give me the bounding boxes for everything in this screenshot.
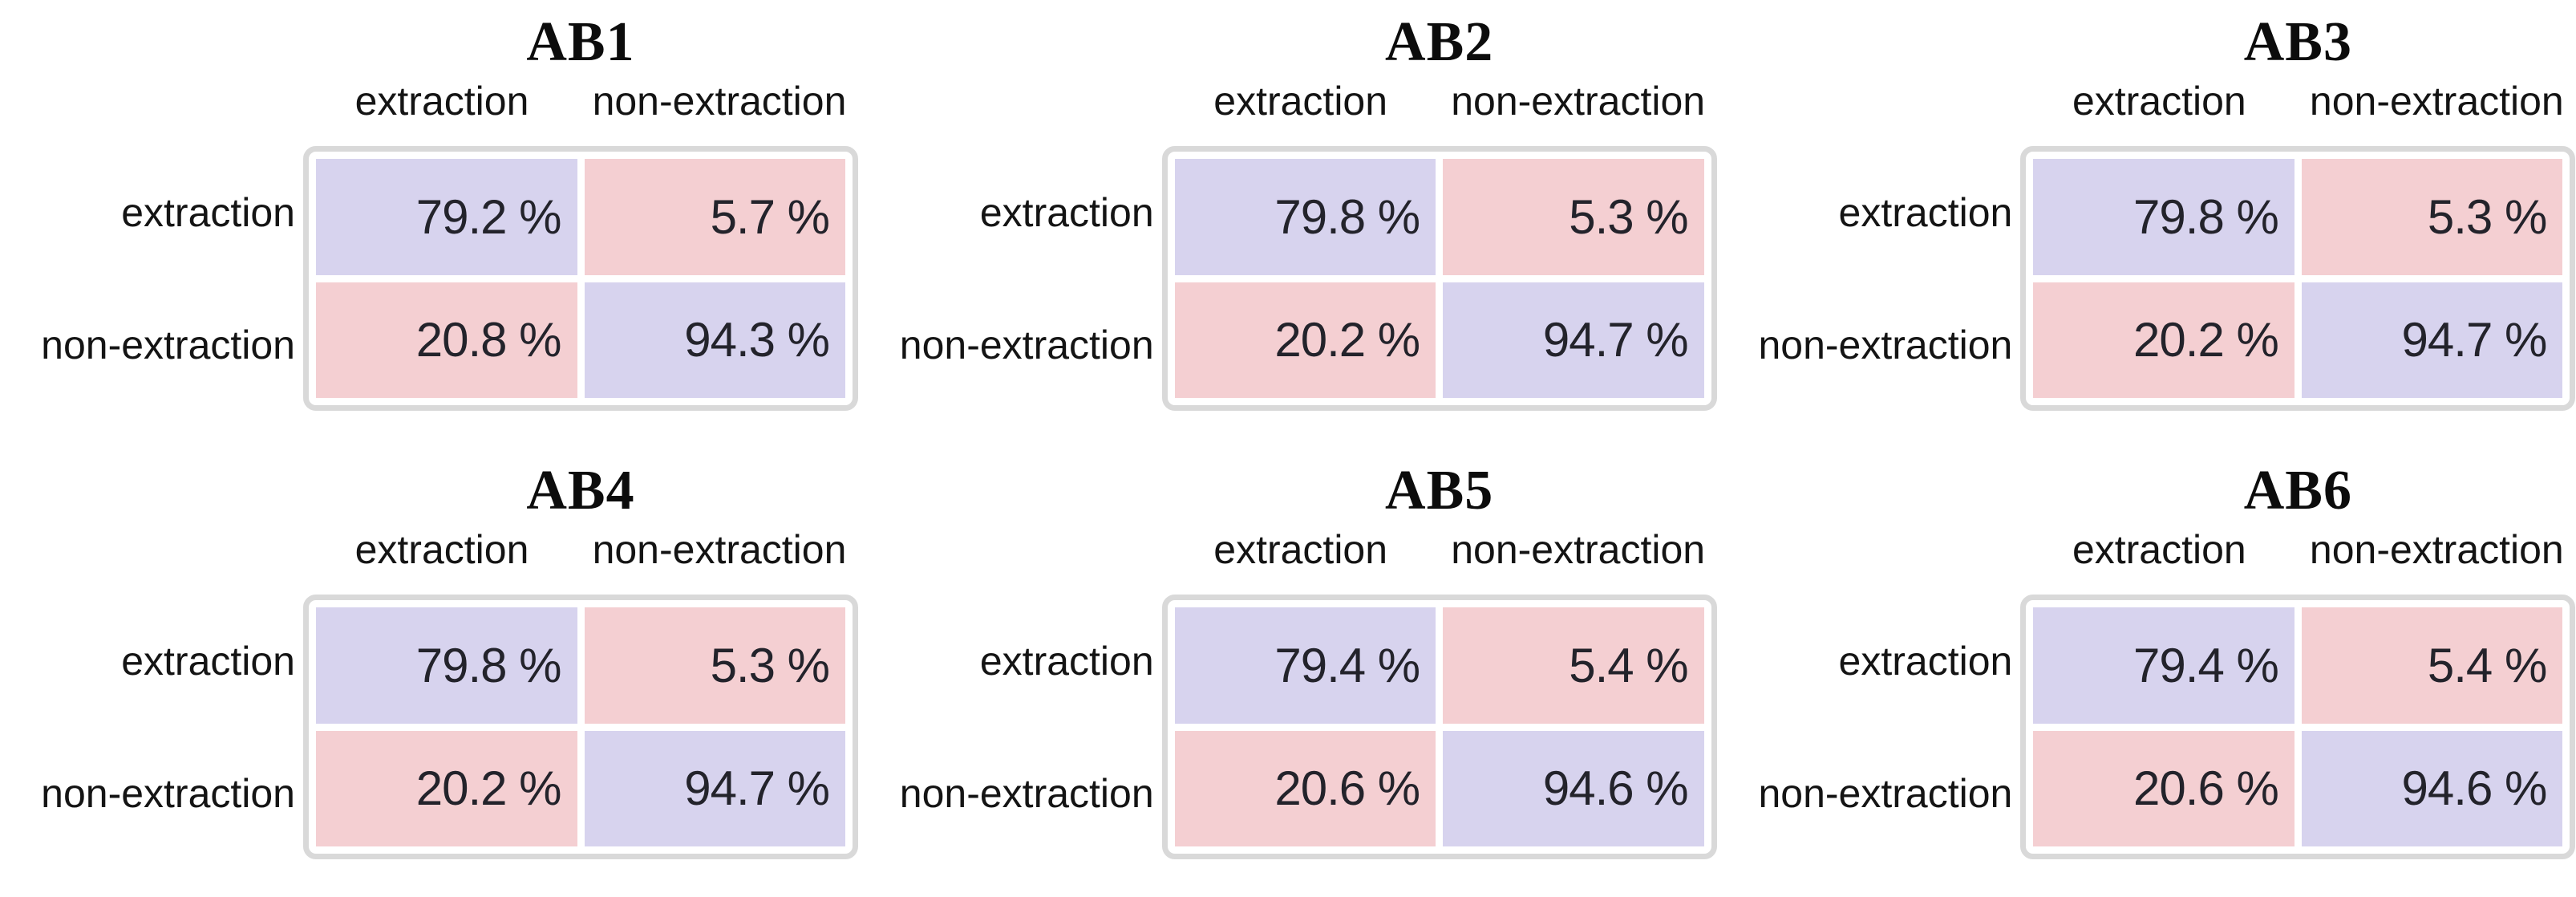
row-label-extraction: extraction	[979, 638, 1154, 684]
column-headers: extraction non-extraction	[303, 79, 858, 124]
cell-nonextraction-nonextraction: 94.7 %	[584, 730, 845, 846]
panel-title: AB6	[2243, 460, 2352, 522]
cell-nonextraction-nonextraction: 94.6 %	[2301, 730, 2563, 846]
row-label-extraction: extraction	[979, 189, 1154, 235]
matrix-box: 79.4 % 5.4 % 20.6 % 94.6 %	[2020, 595, 2576, 859]
matrix-box: 79.4 % 5.4 % 20.6 % 94.6 %	[1161, 595, 1717, 859]
col-header-extraction: extraction	[1213, 79, 1388, 124]
col-header-non-extraction: non-extraction	[2309, 79, 2564, 124]
cell-extraction-nonextraction: 5.7 %	[584, 159, 845, 275]
col-header-extraction: extraction	[1213, 527, 1388, 572]
panel-title: AB5	[1385, 460, 1494, 522]
row-labels: extraction non-extraction	[859, 146, 1162, 411]
column-headers: extraction non-extraction	[2020, 527, 2575, 572]
row-labels: extraction non-extraction	[1717, 595, 2020, 859]
col-header-non-extraction: non-extraction	[592, 79, 847, 124]
cell-extraction-extraction: 79.8 %	[1174, 159, 1436, 275]
cell-nonextraction-nonextraction: 94.3 %	[584, 282, 845, 398]
panel-title: AB4	[526, 460, 635, 522]
row-label-non-extraction: non-extraction	[41, 322, 295, 367]
confusion-matrix-panel: AB3 extraction non-extraction extraction…	[1717, 0, 2576, 448]
panel-title: AB2	[1385, 11, 1494, 73]
row-label-extraction: extraction	[121, 189, 295, 235]
column-headers: extraction non-extraction	[1162, 527, 1717, 572]
row-labels: extraction non-extraction	[0, 595, 303, 859]
cell-extraction-nonextraction: 5.4 %	[1443, 607, 1704, 724]
row-label-non-extraction: non-extraction	[1758, 770, 2013, 816]
row-label-non-extraction: non-extraction	[1758, 322, 2013, 367]
confusion-matrix-panel: AB2 extraction non-extraction extraction…	[859, 0, 1718, 448]
cell-extraction-nonextraction: 5.3 %	[1443, 159, 1704, 275]
matrix-body: extraction non-extraction 79.2 % 5.7 % 2…	[0, 146, 859, 411]
matrix-body: extraction non-extraction 79.4 % 5.4 % 2…	[859, 595, 1718, 859]
cell-extraction-nonextraction: 5.4 %	[2301, 607, 2563, 724]
confusion-matrix-panel: AB1 extraction non-extraction extraction…	[0, 0, 859, 448]
row-label-extraction: extraction	[1838, 638, 2013, 684]
matrix-box: 79.8 % 5.3 % 20.2 % 94.7 %	[2020, 146, 2576, 411]
row-label-non-extraction: non-extraction	[899, 770, 1154, 816]
cell-nonextraction-extraction: 20.2 %	[2033, 282, 2295, 398]
matrix-body: extraction non-extraction 79.8 % 5.3 % 2…	[1717, 146, 2576, 411]
row-labels: extraction non-extraction	[1717, 146, 2020, 411]
row-labels: extraction non-extraction	[859, 595, 1162, 859]
panel-title: AB3	[2243, 11, 2352, 73]
col-header-non-extraction: non-extraction	[2309, 527, 2564, 572]
matrix-body: extraction non-extraction 79.8 % 5.3 % 2…	[0, 595, 859, 859]
cell-extraction-nonextraction: 5.3 %	[2301, 159, 2563, 275]
cell-nonextraction-extraction: 20.6 %	[2033, 730, 2295, 846]
cell-nonextraction-extraction: 20.2 %	[1174, 282, 1436, 398]
col-header-non-extraction: non-extraction	[1451, 527, 1706, 572]
row-label-non-extraction: non-extraction	[899, 322, 1154, 367]
matrix-box: 79.2 % 5.7 % 20.8 % 94.3 %	[303, 146, 858, 411]
col-header-extraction: extraction	[354, 527, 529, 572]
cell-extraction-nonextraction: 5.3 %	[584, 607, 845, 724]
column-headers: extraction non-extraction	[2020, 79, 2575, 124]
cell-extraction-extraction: 79.2 %	[316, 159, 577, 275]
cell-nonextraction-nonextraction: 94.6 %	[1443, 730, 1704, 846]
cell-nonextraction-extraction: 20.2 %	[316, 730, 577, 846]
panel-title: AB1	[526, 11, 635, 73]
cell-extraction-extraction: 79.8 %	[316, 607, 577, 724]
matrix-box: 79.8 % 5.3 % 20.2 % 94.7 %	[1161, 146, 1717, 411]
col-header-extraction: extraction	[354, 79, 529, 124]
row-label-extraction: extraction	[121, 638, 295, 684]
matrix-body: extraction non-extraction 79.8 % 5.3 % 2…	[859, 146, 1718, 411]
cell-extraction-extraction: 79.8 %	[2033, 159, 2295, 275]
cell-nonextraction-extraction: 20.8 %	[316, 282, 577, 398]
row-label-extraction: extraction	[1838, 189, 2013, 235]
cell-extraction-extraction: 79.4 %	[1174, 607, 1436, 724]
confusion-matrix-panel: AB4 extraction non-extraction extraction…	[0, 448, 859, 897]
col-header-extraction: extraction	[2072, 79, 2246, 124]
matrix-body: extraction non-extraction 79.4 % 5.4 % 2…	[1717, 595, 2576, 859]
cell-nonextraction-nonextraction: 94.7 %	[1443, 282, 1704, 398]
row-label-non-extraction: non-extraction	[41, 770, 295, 816]
confusion-matrix-panel: AB6 extraction non-extraction extraction…	[1717, 448, 2576, 897]
cell-extraction-extraction: 79.4 %	[2033, 607, 2295, 724]
col-header-extraction: extraction	[2072, 527, 2246, 572]
col-header-non-extraction: non-extraction	[1451, 79, 1706, 124]
row-labels: extraction non-extraction	[0, 146, 303, 411]
cell-nonextraction-extraction: 20.6 %	[1174, 730, 1436, 846]
cell-nonextraction-nonextraction: 94.7 %	[2301, 282, 2563, 398]
confusion-matrix-panel: AB5 extraction non-extraction extraction…	[859, 448, 1718, 897]
column-headers: extraction non-extraction	[303, 527, 858, 572]
column-headers: extraction non-extraction	[1162, 79, 1717, 124]
matrix-box: 79.8 % 5.3 % 20.2 % 94.7 %	[303, 595, 858, 859]
col-header-non-extraction: non-extraction	[592, 527, 847, 572]
